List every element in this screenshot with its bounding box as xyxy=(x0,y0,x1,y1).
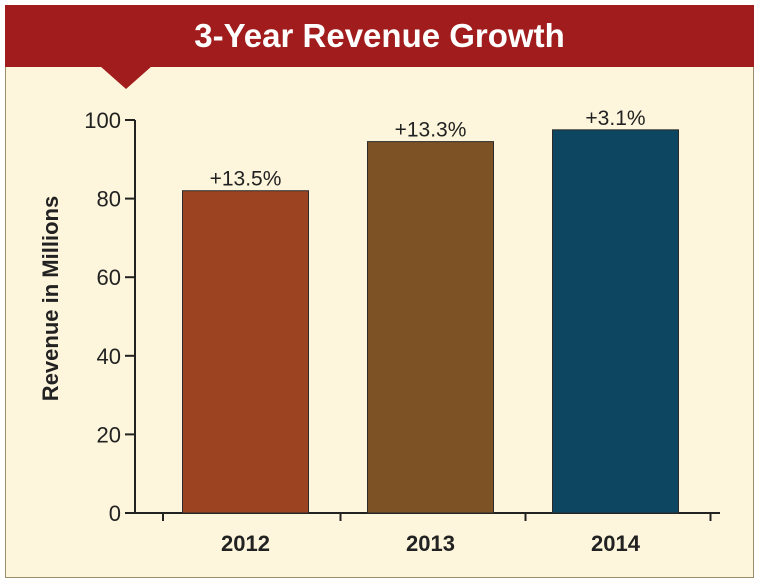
title-banner: 3-Year Revenue Growth xyxy=(5,5,754,67)
x-tick-label: 2014 xyxy=(591,531,641,556)
banner-pointer xyxy=(100,66,152,89)
y-tick-label: 20 xyxy=(97,422,121,447)
chart-title: 3-Year Revenue Growth xyxy=(194,17,565,54)
x-tick-label: 2013 xyxy=(406,531,455,556)
x-tick-label: 2012 xyxy=(221,531,270,556)
bar xyxy=(552,129,679,514)
bar xyxy=(367,141,494,514)
y-tick-label: 100 xyxy=(84,108,121,133)
bar xyxy=(182,190,309,514)
data-label: +13.5% xyxy=(210,168,282,191)
y-axis-title: Revenue in Millions xyxy=(38,196,63,401)
y-tick-label: 40 xyxy=(97,344,121,369)
y-tick-label: 0 xyxy=(109,501,121,526)
y-tick-label: 60 xyxy=(97,265,121,290)
y-tick-label: 80 xyxy=(97,187,121,212)
data-label: +3.1% xyxy=(585,107,645,130)
data-label: +13.3% xyxy=(395,119,467,142)
